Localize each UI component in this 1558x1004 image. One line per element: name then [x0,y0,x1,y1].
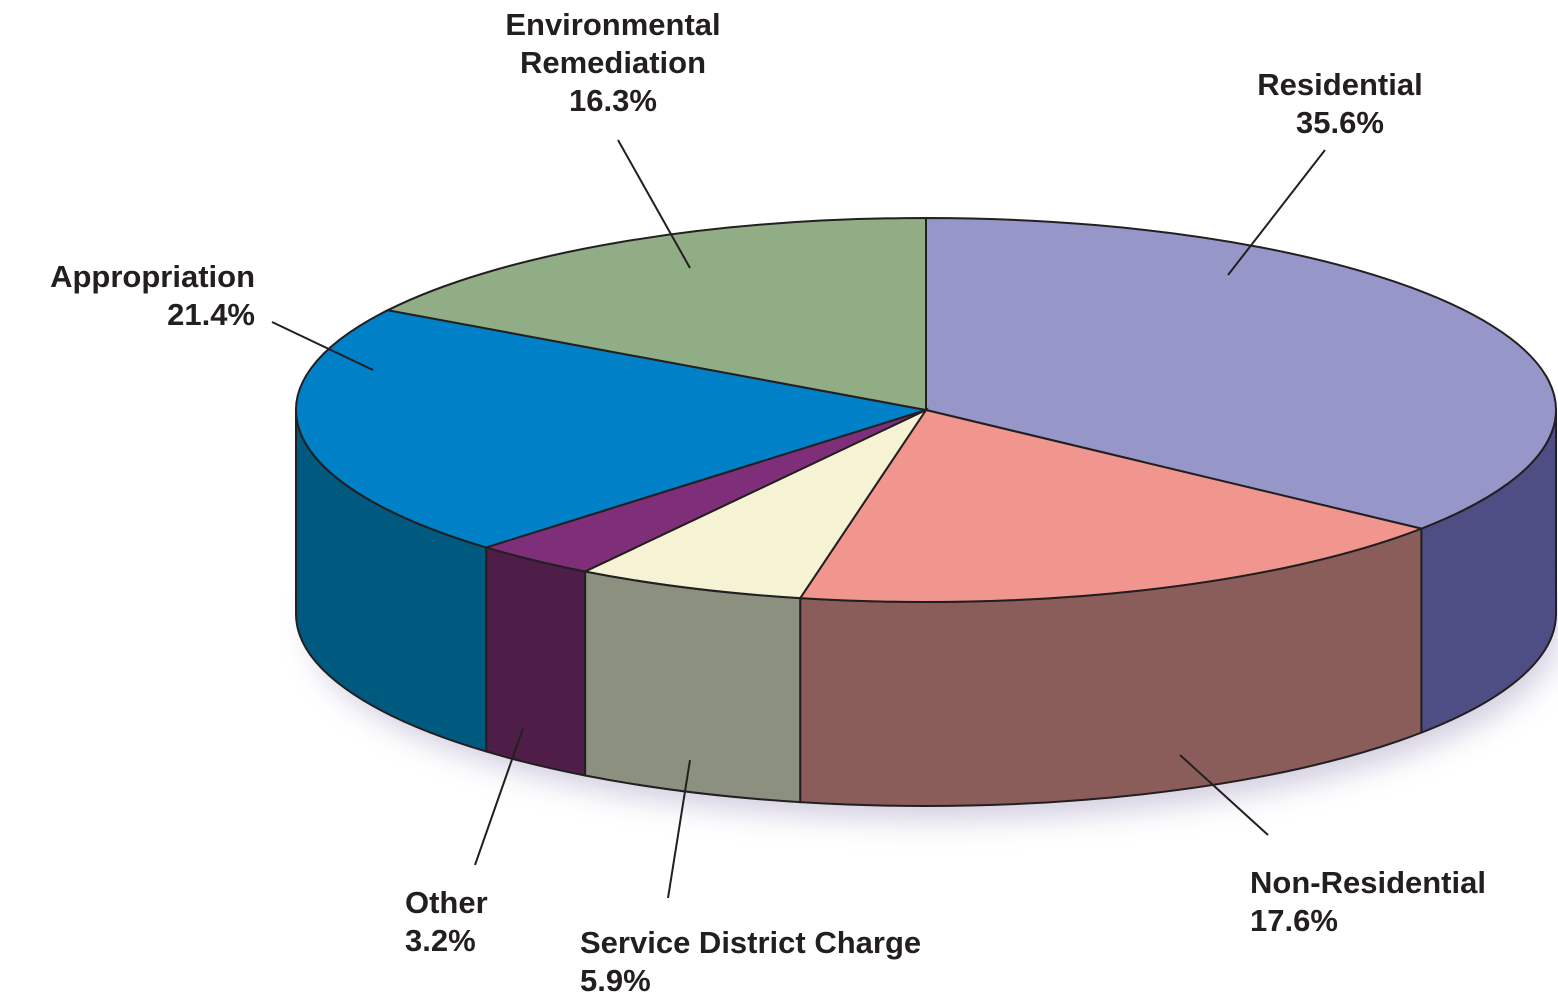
slice [581,407,929,600]
slice [295,309,927,549]
slice-side [584,570,802,804]
category-label: Environmental Remediation [505,7,721,80]
slice-label: Non-Residential 17.6% [1250,864,1486,940]
slice-label: Service District Charge 5.9% [580,924,921,1000]
slice-label: Residential 35.6% [1210,66,1470,142]
value-label: 5.9% [580,963,651,998]
slice [798,408,1425,603]
category-label: Service District Charge [580,925,922,960]
value-label: 35.6% [1296,105,1384,140]
category-label: Non-Residential [1250,865,1486,900]
leader-line [667,759,691,899]
slice-side [485,546,587,777]
category-label: Other [405,885,488,920]
category-label: Residential [1257,67,1423,102]
slice-label: Appropriation 21.4% [50,258,255,334]
leader-line [1179,754,1269,836]
slice [925,216,1557,530]
slice-label: Environmental Remediation 16.3% [463,6,763,120]
value-label: 21.4% [167,297,255,332]
slice-label: Other 3.2% [405,884,488,960]
leader-line [474,727,524,866]
slice [384,216,927,412]
leader-line [1227,149,1326,276]
leader-line [617,139,691,269]
value-label: 16.3% [569,83,657,118]
leader-line [271,321,374,371]
category-label: Appropriation [50,259,255,294]
value-label: 3.2% [405,923,476,958]
value-label: 17.6% [1250,903,1338,938]
